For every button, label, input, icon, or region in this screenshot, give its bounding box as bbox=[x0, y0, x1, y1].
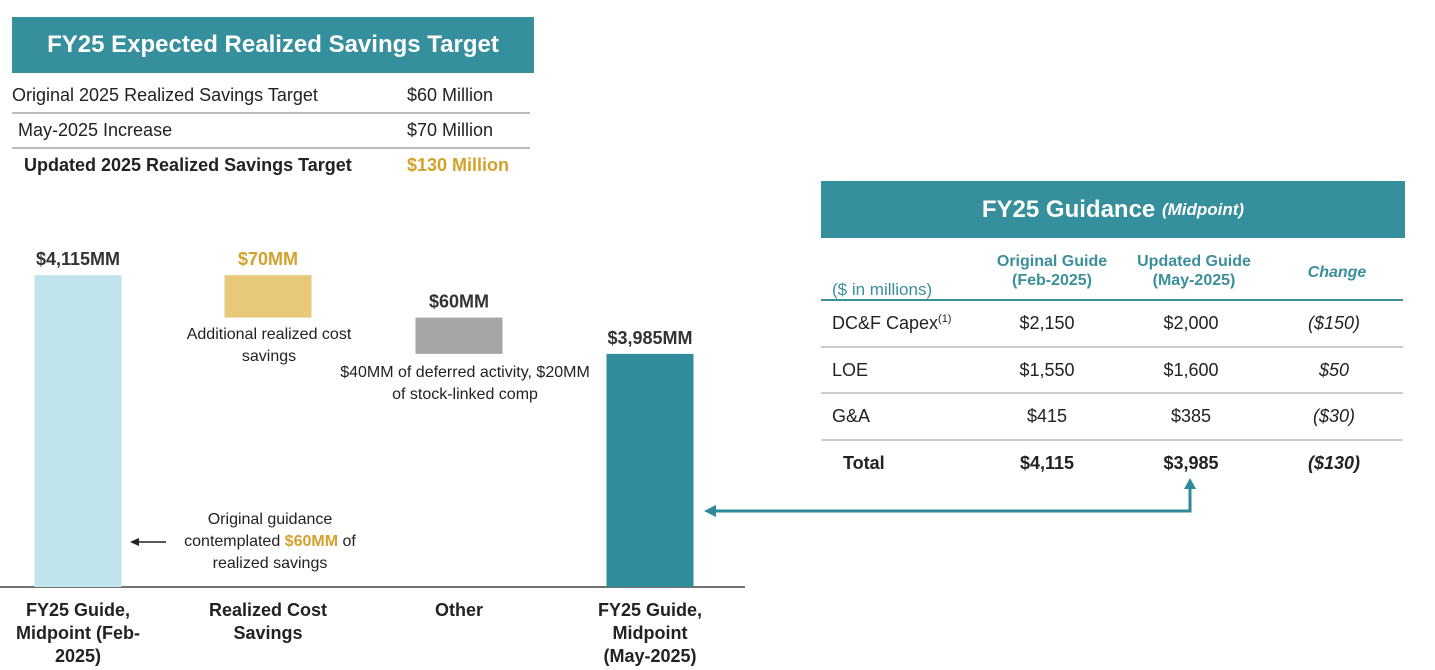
cell: ($150) bbox=[1307, 313, 1361, 333]
guidance-title: FY25 Guidance bbox=[981, 195, 1156, 223]
savings-row: Updated 2025 Realized Savings Target $130… bbox=[12, 148, 530, 183]
cell: $50 bbox=[1318, 359, 1350, 380]
savings-row: May-2025 Increase $70 Million bbox=[12, 113, 530, 148]
label-text: G&A bbox=[832, 406, 871, 426]
savings-title: FY25 Expected Realized Savings Target bbox=[12, 17, 534, 73]
bar bbox=[606, 353, 694, 587]
cell: ($30) bbox=[1312, 406, 1356, 426]
row-label: Updated 2025 Realized Savings Target bbox=[24, 155, 352, 175]
annotation: Additional realized cost savings bbox=[186, 326, 352, 365]
note-highlight: $60MM bbox=[284, 533, 339, 550]
footnote: (1) bbox=[938, 313, 952, 325]
row-label: Total bbox=[843, 453, 1003, 474]
label-text: LOE bbox=[832, 359, 869, 380]
cell: $415 bbox=[1026, 406, 1068, 426]
annotation: $40MM of deferred activity, $20MM of sto… bbox=[340, 364, 590, 403]
x-tick-label: FY25 Guide, Midpoint (Feb-2025) bbox=[16, 600, 140, 666]
bar bbox=[415, 317, 503, 354]
row-value: $70 Million bbox=[407, 120, 494, 140]
row-label: May-2025 Increase bbox=[18, 120, 173, 140]
bar bbox=[224, 275, 312, 318]
savings-row: Original 2025 Realized Savings Target $60… bbox=[12, 78, 530, 113]
cell: $4,115 bbox=[1019, 452, 1075, 473]
label-text: DC&F Capex bbox=[832, 313, 939, 333]
cell: $3,985 bbox=[1163, 452, 1219, 473]
note-text: of realized savings bbox=[212, 533, 356, 572]
unit-label: ($ in millions) bbox=[832, 280, 933, 299]
row-label: DC&F Capex(1) bbox=[832, 313, 992, 334]
arrow-head bbox=[704, 505, 716, 517]
bar bbox=[34, 275, 122, 587]
x-tick-label: Realized Cost Savings bbox=[208, 600, 328, 643]
link-arrow bbox=[715, 486, 1192, 513]
guidance-subtitle: (Midpoint) bbox=[1161, 199, 1245, 219]
note-text: Original guidance contemplated bbox=[184, 511, 333, 550]
row-label: Original 2025 Realized Savings Target bbox=[12, 85, 318, 105]
guidance-header: FY25 Guidance (Midpoint) bbox=[821, 181, 1405, 238]
cell: $2,150 bbox=[1019, 313, 1075, 333]
label-text: Total bbox=[843, 452, 885, 473]
value-label: $70MM bbox=[238, 249, 298, 269]
arrow-head bbox=[1184, 478, 1196, 489]
row-value: $130 Million bbox=[407, 155, 510, 175]
arrow-head bbox=[130, 538, 139, 546]
note: Original guidance contemplated $60MM of … bbox=[165, 509, 375, 575]
column-header: Change bbox=[1307, 264, 1367, 281]
value-label: $60MM bbox=[429, 292, 489, 312]
x-tick-label: Other bbox=[434, 600, 483, 620]
cell: $2,000 bbox=[1163, 313, 1219, 333]
row-label: G&A bbox=[832, 406, 992, 427]
x-tick-label: FY25 Guide, Midpoint (May-2025) bbox=[597, 600, 703, 666]
column-header: Updated Guide (May-2025) bbox=[1137, 253, 1251, 289]
cell: $1,600 bbox=[1163, 359, 1219, 380]
cell: $1,550 bbox=[1019, 359, 1075, 380]
cell: ($130) bbox=[1307, 452, 1361, 473]
row-label: LOE bbox=[832, 360, 992, 381]
row-value: $60 Million bbox=[407, 85, 494, 105]
column-header: Original Guide (Feb-2025) bbox=[996, 253, 1108, 289]
value-label: $4,115MM bbox=[36, 249, 120, 269]
value-label: $3,985MM bbox=[607, 328, 692, 348]
cell: $385 bbox=[1170, 406, 1212, 426]
